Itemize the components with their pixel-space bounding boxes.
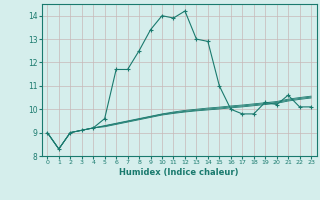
X-axis label: Humidex (Indice chaleur): Humidex (Indice chaleur) [119,168,239,177]
